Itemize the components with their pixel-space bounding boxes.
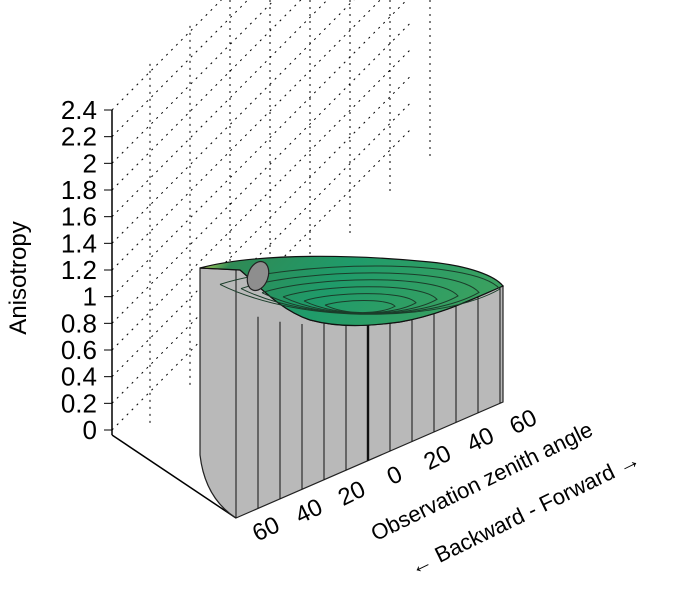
z-tick-label: 0.2 bbox=[61, 388, 97, 418]
grid-line-z bbox=[111, 0, 302, 191]
x-tick-label: 20 bbox=[334, 476, 370, 512]
grid-line-z bbox=[111, 76, 411, 378]
x-tick-label: 60 bbox=[248, 511, 284, 547]
surface-plot bbox=[199, 255, 504, 519]
contour-line bbox=[261, 279, 459, 315]
grid-line-z bbox=[111, 102, 411, 404]
z-tick-label: 1.4 bbox=[61, 228, 97, 258]
z-tick-label: 1.6 bbox=[61, 202, 97, 232]
x-tick-label: 40 bbox=[463, 422, 499, 458]
grid-line-z bbox=[111, 0, 222, 111]
z-tick-label: 1.2 bbox=[61, 255, 97, 285]
z-tick-label: 1 bbox=[83, 282, 97, 312]
z-tick-label: 0.6 bbox=[61, 335, 97, 365]
contour-line bbox=[303, 293, 417, 314]
grid-line-z bbox=[111, 0, 381, 271]
dotted-grid bbox=[111, 0, 431, 431]
z-tick-label: 2 bbox=[83, 148, 97, 178]
z-axis-title: Anisotropy bbox=[5, 221, 32, 334]
z-tick-label: 0 bbox=[83, 415, 97, 445]
grid-line-z bbox=[111, 22, 411, 324]
contour-line bbox=[219, 265, 501, 315]
z-tick-label: 2.2 bbox=[61, 122, 97, 152]
x-tick-label: 20 bbox=[420, 440, 456, 476]
grid-line-z bbox=[111, 0, 408, 298]
hotspot-marker bbox=[246, 260, 270, 292]
grid-line-z bbox=[111, 49, 411, 351]
grid-line-z bbox=[111, 0, 328, 218]
contour-line bbox=[240, 272, 480, 315]
z-tick-label: 1.8 bbox=[61, 175, 97, 205]
grid-line-z bbox=[111, 0, 355, 244]
axes bbox=[104, 109, 237, 519]
x-tick-label: 40 bbox=[291, 493, 327, 529]
z-tick-label: 0.4 bbox=[61, 362, 97, 392]
grid-line-z bbox=[111, 0, 275, 164]
contour-line bbox=[324, 300, 396, 313]
z-tick-label: 0.8 bbox=[61, 308, 97, 338]
x-tick-label: 0 bbox=[383, 461, 407, 491]
x-tick-label: 60 bbox=[505, 404, 541, 440]
grid-line-z bbox=[111, 0, 249, 138]
contour-line bbox=[282, 286, 438, 314]
surface-top bbox=[199, 255, 504, 327]
floor-edge-line bbox=[111, 434, 237, 519]
z-tick-label: 2.4 bbox=[61, 95, 97, 125]
